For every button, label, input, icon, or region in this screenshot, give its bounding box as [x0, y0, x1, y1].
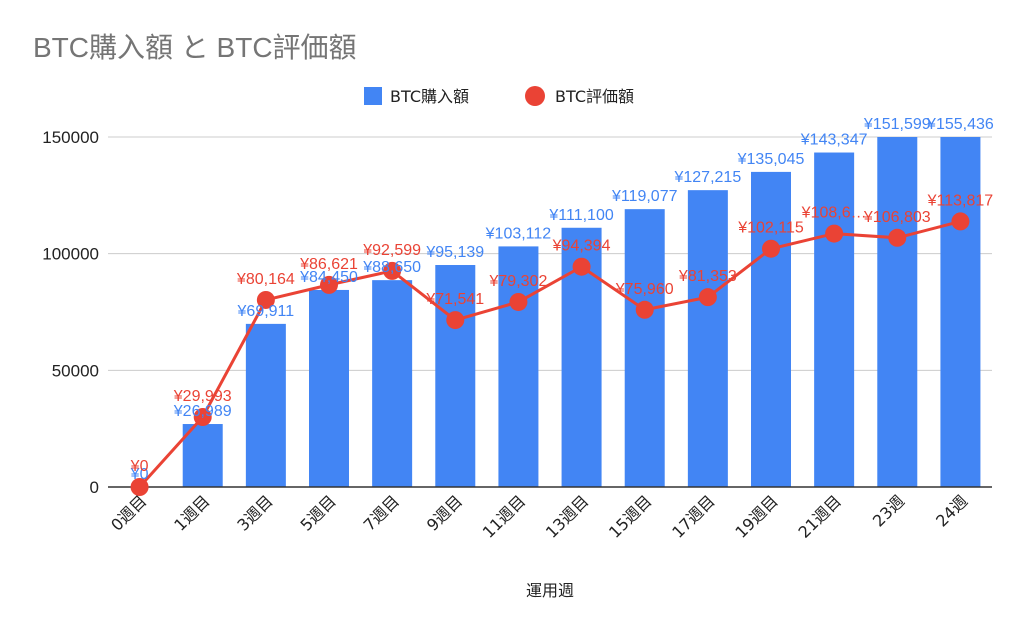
- x-tick-label: 23週: [869, 491, 908, 530]
- bar: [877, 137, 918, 487]
- line-point: [762, 239, 780, 258]
- line-data-label: ¥92,599: [362, 242, 421, 259]
- x-tick-label: 24週: [932, 491, 971, 530]
- legend-swatch-bar: [364, 87, 382, 105]
- y-tick-label: 50000: [52, 361, 99, 380]
- line-point: [320, 275, 338, 294]
- line-point: [509, 292, 528, 311]
- line-data-label: ¥102,115: [737, 220, 804, 237]
- line-point: [635, 300, 654, 319]
- x-tick-label: 5週目: [297, 491, 340, 534]
- bar: [751, 171, 791, 487]
- line-data-label: ¥108,6…: [801, 205, 867, 222]
- line-data-label: ¥79,302: [489, 273, 548, 290]
- chart-title: BTC購入額 と BTC評価額: [33, 32, 357, 63]
- bar-data-label: ¥155,436: [926, 116, 994, 133]
- x-tick-label: 9週目: [423, 491, 466, 534]
- y-tick-label: 100000: [42, 245, 99, 264]
- x-tick-label: 11週目: [479, 491, 529, 541]
- x-tick-label: 0週目: [107, 491, 150, 534]
- bar-data-label: ¥151,599: [863, 116, 931, 133]
- bar-data-label: ¥143,347: [800, 132, 868, 149]
- line-point: [130, 478, 149, 496]
- bar-series: [182, 137, 981, 488]
- y-tick-label: 150000: [42, 128, 99, 147]
- line-point: [825, 224, 844, 243]
- line-point: [446, 311, 465, 330]
- bar: [182, 424, 223, 487]
- bar-data-label: ¥26,989: [173, 403, 232, 420]
- line-data-label: ¥71,541: [425, 291, 484, 308]
- line-point: [193, 408, 212, 427]
- x-axis-ticks: 0週目 1週目 3週目 5週目 7週目 9週目 11週目 13週目 15週目 17週目 19週目 21…: [107, 491, 971, 541]
- bar-data-label: ¥127,215: [673, 169, 741, 186]
- x-tick-label: 1週目: [170, 491, 213, 534]
- legend: BTC購入額 BTC評価額: [364, 86, 634, 106]
- line-data-label: ¥86,621: [299, 256, 358, 273]
- line-point: [888, 228, 907, 247]
- bar-data-label: ¥69,911: [237, 303, 295, 320]
- x-tick-label: 3週目: [233, 491, 276, 534]
- bar: [498, 246, 539, 487]
- bar-data-label: ¥88,650: [362, 259, 421, 276]
- line-data-label: ¥106,803: [863, 209, 931, 226]
- bar: [940, 137, 981, 487]
- bar-data-label: ¥119,077: [611, 188, 678, 205]
- bar-data-label: ¥103,112: [485, 225, 552, 242]
- line-point: [383, 261, 402, 280]
- bar: [245, 323, 286, 487]
- line-data-label: ¥81,353: [678, 268, 737, 285]
- bar: [687, 190, 728, 488]
- y-tick-label: 0: [90, 478, 99, 497]
- line-point: [256, 290, 275, 309]
- bar-data-label: ¥0: [130, 466, 149, 483]
- bar: [814, 152, 855, 487]
- bar: [624, 209, 665, 487]
- legend-label-line: BTC評価額: [555, 87, 634, 106]
- y-axis-ticks: 0 50000 100000 150000: [42, 128, 99, 497]
- gridlines: [108, 136, 992, 371]
- bar: [372, 280, 413, 487]
- bar-data-label: ¥84,450: [299, 269, 358, 286]
- line-data-label: ¥113,817: [927, 192, 994, 209]
- line-data-label: ¥75,960: [615, 281, 674, 298]
- bar: [309, 289, 349, 487]
- x-tick-label: 21週目: [795, 491, 845, 541]
- bar-data-label: ¥135,045: [737, 151, 805, 168]
- line-point: [572, 257, 591, 276]
- x-tick-label: 19週目: [731, 491, 781, 541]
- line-point: [698, 288, 717, 307]
- x-tick-label: 15週目: [605, 491, 655, 541]
- data-labels: ¥0¥26,989¥69,911¥84,450¥88,650¥95,139¥10…: [130, 116, 994, 483]
- line-data-label: ¥94,394: [552, 238, 611, 255]
- line-path: [138, 219, 961, 489]
- x-axis-title: 運用週: [526, 581, 574, 600]
- legend-swatch-line: [525, 86, 545, 106]
- line-data-label: ¥29,993: [173, 388, 232, 405]
- line-point: [951, 212, 970, 231]
- x-tick-label: 7週目: [360, 491, 403, 534]
- legend-label-bar: BTC購入額: [390, 87, 469, 106]
- line-data-label: ¥0: [130, 458, 149, 475]
- bar-data-label: ¥95,139: [425, 244, 484, 261]
- x-tick-label: 13週目: [542, 491, 592, 541]
- bar-data-label: ¥111,100: [548, 207, 613, 224]
- line-series: [130, 212, 970, 496]
- bar: [435, 265, 476, 487]
- line-data-label: ¥80,164: [236, 271, 295, 288]
- x-tick-label: 17週目: [668, 491, 718, 541]
